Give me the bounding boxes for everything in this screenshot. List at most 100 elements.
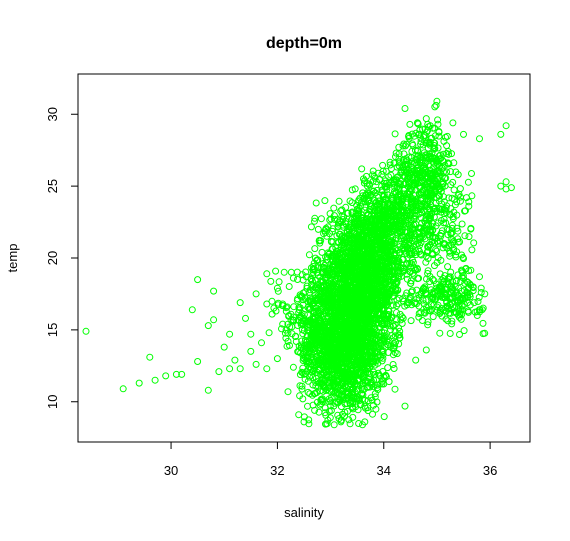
data-point <box>371 352 379 360</box>
data-point <box>353 387 361 395</box>
data-point <box>300 349 308 357</box>
data-point <box>431 177 439 185</box>
data-point <box>455 190 463 198</box>
data-point <box>263 365 271 373</box>
data-point <box>333 296 341 304</box>
data-point <box>335 395 343 403</box>
data-point <box>384 312 392 320</box>
data-point <box>329 225 337 233</box>
data-point <box>285 312 293 320</box>
data-point <box>364 343 372 351</box>
data-point <box>303 344 311 352</box>
data-point <box>331 276 339 283</box>
data-point <box>348 325 356 333</box>
y-axis-label: temp <box>5 244 20 273</box>
data-point <box>304 388 312 396</box>
data-point <box>359 373 367 381</box>
data-point <box>336 304 344 312</box>
data-point <box>419 188 427 196</box>
data-point <box>309 302 317 310</box>
data-point <box>477 284 485 292</box>
data-point <box>289 316 297 324</box>
data-point <box>338 357 346 365</box>
data-point <box>431 295 439 303</box>
data-point <box>440 193 448 201</box>
data-point <box>431 208 438 215</box>
data-point <box>432 280 440 288</box>
data-point <box>363 318 371 326</box>
data-point <box>307 264 315 272</box>
data-point <box>462 265 470 273</box>
data-point <box>351 185 359 193</box>
data-point <box>333 232 341 240</box>
data-point <box>365 348 373 356</box>
data-point <box>400 186 408 194</box>
data-point <box>346 197 354 205</box>
data-point <box>274 287 282 295</box>
data-point <box>324 223 332 231</box>
data-point <box>378 230 386 238</box>
data-point <box>433 238 441 245</box>
y-tick-label: 25 <box>45 179 60 193</box>
data-point <box>408 186 416 194</box>
data-point <box>291 333 299 340</box>
data-point <box>431 204 439 212</box>
data-point <box>338 241 346 249</box>
data-point <box>320 298 328 306</box>
data-point <box>427 301 435 309</box>
data-point <box>460 327 468 335</box>
data-point <box>424 318 432 326</box>
data-point <box>355 237 363 245</box>
data-point <box>392 280 400 288</box>
data-point <box>458 266 466 274</box>
data-point <box>313 281 321 289</box>
data-point <box>309 381 317 389</box>
data-point <box>306 358 314 365</box>
data-point <box>413 264 421 272</box>
data-point <box>330 421 338 429</box>
data-point <box>422 153 429 161</box>
data-point <box>464 178 472 186</box>
data-point <box>440 198 448 206</box>
data-point <box>422 289 429 297</box>
data-point <box>272 267 280 275</box>
data-point <box>413 161 421 169</box>
data-point <box>303 360 311 368</box>
data-point <box>247 347 255 355</box>
data-point <box>385 251 392 259</box>
data-points <box>82 97 515 429</box>
data-point <box>324 304 332 311</box>
data-point <box>431 103 439 111</box>
data-point <box>299 296 307 304</box>
x-tick-label: 36 <box>483 463 497 478</box>
data-point <box>415 313 423 321</box>
data-point <box>309 401 317 409</box>
data-point <box>352 403 360 411</box>
data-point <box>391 183 399 191</box>
data-point <box>328 343 336 351</box>
data-point <box>324 318 332 326</box>
data-point <box>162 372 170 380</box>
data-point <box>303 357 311 365</box>
data-point <box>321 197 329 205</box>
data-point <box>381 179 388 187</box>
data-point <box>453 198 461 206</box>
data-point <box>420 308 428 316</box>
data-point <box>384 246 392 254</box>
data-point <box>311 217 318 225</box>
data-point <box>376 372 384 380</box>
data-point <box>396 327 404 335</box>
data-point <box>330 402 338 410</box>
data-point <box>344 284 352 292</box>
data-point <box>330 389 338 397</box>
data-point <box>412 220 420 228</box>
data-point <box>344 352 352 360</box>
data-point <box>316 273 324 281</box>
data-point <box>344 289 352 297</box>
data-point <box>415 210 423 218</box>
data-point <box>364 407 372 415</box>
data-point <box>359 232 367 239</box>
data-point <box>458 220 466 228</box>
data-point <box>497 182 505 190</box>
data-point <box>313 297 321 305</box>
